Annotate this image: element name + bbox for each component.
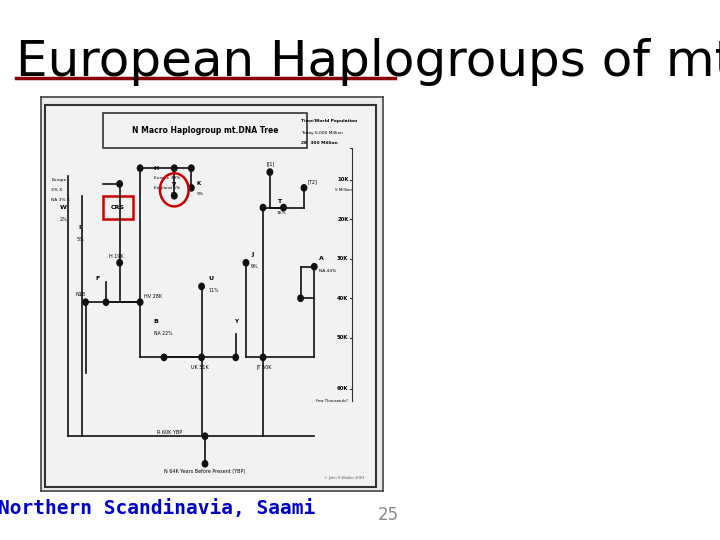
Text: 25: 25 bbox=[378, 506, 399, 524]
Text: European Haplogroups of mt.DNA: European Haplogroups of mt.DNA bbox=[17, 38, 720, 86]
Text: Northern Scandinavia, Saami: Northern Scandinavia, Saami bbox=[0, 500, 315, 518]
